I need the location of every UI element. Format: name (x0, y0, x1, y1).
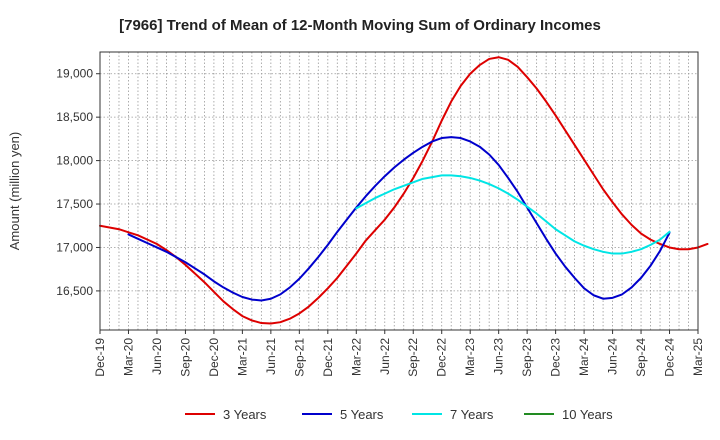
legend-label-3-years: 3 Years (223, 407, 267, 422)
chart-title: [7966] Trend of Mean of 12-Month Moving … (119, 17, 601, 34)
x-tick-label: Jun-20 (150, 338, 164, 375)
grid (100, 52, 698, 330)
x-tick-label: Mar-20 (121, 338, 135, 376)
x-tick-label: Mar-23 (463, 338, 477, 376)
x-tick-label: Dec-22 (435, 338, 449, 377)
x-tick-label: Jun-24 (606, 338, 620, 375)
y-tick-label: 16,500 (56, 284, 93, 298)
x-tick-label: Sep-24 (634, 338, 648, 377)
x-tick-label: Sep-20 (178, 338, 192, 377)
series-line-3-years (99, 56, 709, 325)
plot-border (99, 51, 699, 331)
y-axis-label: Amount (million yen) (7, 132, 22, 251)
x-tick-label: Sep-21 (292, 338, 306, 377)
legend: 3 Years 5 Years 7 Years 10 Years (185, 407, 613, 422)
legend-label-10-years: 10 Years (562, 407, 613, 422)
x-tick-label: Dec-21 (321, 338, 335, 377)
x-tick-label: Mar-25 (691, 338, 705, 376)
x-tick-label: Dec-20 (207, 338, 221, 377)
x-tick-label: Mar-22 (349, 338, 363, 376)
x-tick-label: Jun-23 (492, 338, 506, 375)
y-tick-label: 18,000 (56, 154, 93, 168)
x-tick-label: Dec-19 (93, 338, 107, 377)
series-line-5-years (127, 136, 671, 302)
y-tick-label: 17,000 (56, 240, 93, 254)
x-tick-label: Mar-21 (235, 338, 249, 376)
y-tick-label: 18,500 (56, 110, 93, 124)
y-tick-label: 19,000 (56, 67, 93, 81)
legend-label-5-years: 5 Years (340, 407, 384, 422)
x-tick-label: Sep-23 (520, 338, 534, 377)
y-tick-label: 17,500 (56, 197, 93, 211)
x-tick-label: Dec-24 (663, 338, 677, 377)
x-axis-ticks: Dec-19 Mar-20 Jun-20 Sep-20 Dec-20 Mar-21 Jun-… (93, 330, 705, 377)
x-tick-label: Mar-24 (577, 338, 591, 376)
y-axis-ticks: 16,500 17,000 17,500 18,000 18,500 19,000 (56, 67, 100, 298)
x-tick-label: Jun-22 (378, 338, 392, 375)
x-tick-label: Jun-21 (264, 338, 278, 375)
plot-area (100, 52, 698, 330)
x-tick-label: Sep-22 (406, 338, 420, 377)
series-line-7-years (355, 174, 671, 255)
legend-label-7-years: 7 Years (450, 407, 494, 422)
x-tick-label: Dec-23 (549, 338, 563, 377)
series-group (99, 56, 709, 325)
